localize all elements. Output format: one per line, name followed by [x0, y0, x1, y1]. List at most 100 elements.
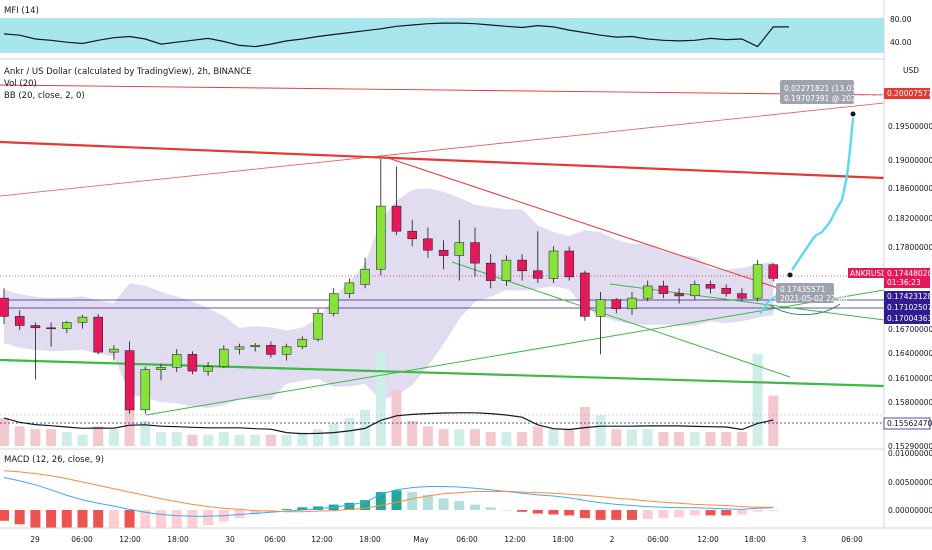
candle-body[interactable]	[517, 259, 527, 272]
price-tick: 0.17800000	[888, 243, 932, 252]
level2-tag	[884, 302, 930, 313]
mfi-line	[3, 22, 789, 48]
candle-body[interactable]	[187, 354, 198, 372]
candle-body[interactable]	[580, 272, 590, 317]
point-value-text: 0.17435571	[780, 285, 826, 294]
candle-body[interactable]	[250, 345, 260, 348]
candle-body[interactable]	[46, 327, 56, 330]
candle-body[interactable]	[266, 345, 276, 355]
volume-bar	[501, 432, 512, 446]
volume-bar	[250, 434, 261, 446]
time-label: 06:00	[71, 535, 93, 544]
candle-body[interactable]	[124, 350, 135, 411]
candle-body[interactable]	[407, 230, 417, 240]
bollinger-title: BB (20, close, 2, 0)	[4, 91, 85, 101]
main-resistance-line[interactable]	[0, 140, 885, 180]
candle-body[interactable]	[501, 259, 512, 281]
candle-body[interactable]	[721, 287, 731, 294]
candle-body[interactable]	[674, 293, 684, 297]
candle-body[interactable]	[203, 366, 213, 372]
candle-body[interactable]	[470, 242, 480, 264]
candle-body[interactable]	[14, 316, 25, 326]
macd-histogram-bar	[30, 510, 41, 528]
candle-body[interactable]	[156, 367, 166, 370]
time-label: 06:00	[647, 535, 669, 544]
macd-histogram-bar	[407, 492, 418, 510]
time-axis[interactable]: 29 06:00 12:00 18:00 30 06:00 12:00 18:00 May 06:…	[0, 527, 932, 550]
macd-histogram-bar	[0, 510, 9, 521]
candle-body[interactable]	[485, 262, 496, 281]
candle-body[interactable]	[391, 205, 402, 232]
macd-histogram-bar	[485, 507, 496, 510]
candle-body[interactable]	[77, 316, 88, 323]
time-label: 12:00	[504, 535, 526, 544]
candle-body[interactable]	[658, 285, 669, 294]
candle-body[interactable]	[62, 322, 72, 329]
symbol-title: Ankr / US Dollar (calculated by TradingV…	[4, 67, 252, 77]
candle-body[interactable]	[0, 297, 9, 317]
descending-red-line[interactable]	[387, 157, 791, 293]
candle-body[interactable]	[533, 270, 543, 279]
volume-bar	[752, 353, 763, 446]
time-label: 18:00	[552, 535, 574, 544]
main-support-line[interactable]	[0, 358, 885, 388]
candle-body[interactable]	[564, 250, 574, 278]
price-tick: 0.18600000	[888, 184, 932, 193]
macd-histogram-bar	[658, 510, 669, 519]
volume-bar	[30, 429, 41, 446]
macd-histogram-bar	[250, 510, 261, 515]
macd-tick: 0.00000000	[888, 506, 932, 515]
price-axis[interactable]: 80.00 40.00 USD 0.19500000 0.19000000 0.…	[848, 0, 932, 535]
candle-body[interactable]	[737, 293, 747, 299]
volume-bar	[344, 418, 355, 446]
top-horizontal-resistance[interactable]	[0, 84, 885, 96]
lower-green-line[interactable]	[609, 283, 885, 321]
bollinger-band	[4, 188, 774, 408]
candle-body[interactable]	[611, 299, 622, 309]
candle-body[interactable]	[109, 348, 119, 353]
candle-body[interactable]	[752, 264, 763, 299]
candle-body[interactable]	[438, 249, 449, 256]
candle-body[interactable]	[548, 250, 559, 279]
macd-histogram-bar	[705, 510, 716, 516]
volume-bar	[407, 420, 418, 446]
macd-histogram-bar	[108, 510, 119, 538]
candle-body[interactable]	[376, 205, 386, 270]
candle-body[interactable]	[454, 242, 465, 256]
candle-body[interactable]	[690, 284, 700, 297]
candle-body[interactable]	[297, 338, 308, 348]
macd-histogram-bar	[454, 501, 465, 510]
candle-body[interactable]	[344, 282, 355, 294]
candle-body[interactable]	[627, 297, 637, 310]
macd-histogram-bar	[297, 507, 308, 510]
candle-body[interactable]	[140, 369, 151, 411]
descending-green-line[interactable]	[451, 261, 791, 378]
rising-red-line[interactable]	[0, 102, 885, 197]
price-tick: 0.16400000	[888, 349, 932, 358]
volume-bar	[391, 390, 402, 446]
volume-bar	[674, 432, 685, 446]
volume-bar	[564, 429, 575, 446]
price-tick: 0.18200000	[888, 214, 932, 223]
candle-body[interactable]	[423, 238, 433, 251]
candle-body[interactable]	[768, 264, 779, 279]
candle-body[interactable]	[595, 299, 606, 317]
macd-histogram-bar	[375, 492, 386, 510]
candle-body[interactable]	[219, 348, 229, 367]
macd-histogram-bar	[438, 498, 449, 510]
projection-arc	[769, 303, 841, 316]
candle-body[interactable]	[360, 268, 370, 285]
candle-body[interactable]	[328, 293, 339, 314]
macd-histogram-bar	[564, 510, 575, 516]
candle-body[interactable]	[234, 346, 245, 350]
candle-body[interactable]	[171, 354, 182, 368]
volume-bar	[297, 432, 308, 446]
candle-body[interactable]	[93, 316, 103, 353]
candle-body[interactable]	[642, 285, 653, 299]
candle-body[interactable]	[30, 325, 41, 329]
candle-body[interactable]	[281, 346, 292, 355]
candle-body[interactable]	[705, 284, 716, 289]
candle-body[interactable]	[313, 313, 323, 340]
macd-panel: MACD (12, 26, close, 9)	[0, 455, 779, 539]
